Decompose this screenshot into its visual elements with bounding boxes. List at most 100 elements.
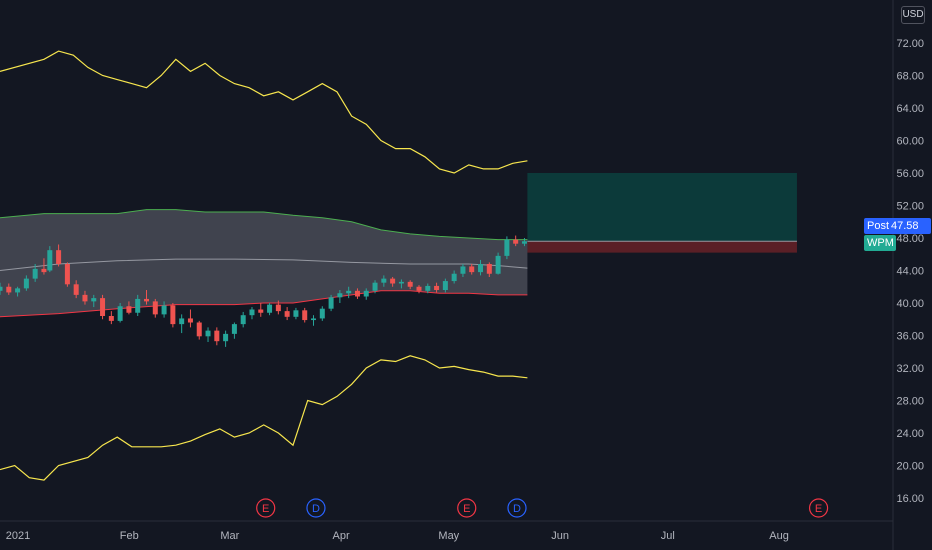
profit-zone[interactable]: [527, 173, 797, 242]
candle: [73, 280, 79, 299]
candle: [126, 301, 132, 315]
price-axis[interactable]: 16.00 20.00 24.00 28.00 32.00 36.00 40.00 44.00…: [896, 38, 924, 505]
dividend-event-marker[interactable]: D: [306, 498, 326, 518]
band-fill: [0, 209, 528, 317]
candle: [381, 275, 387, 287]
time-tick-label: Apr: [333, 530, 350, 542]
candle: [442, 278, 448, 293]
price-tick-label: 24.00: [896, 428, 924, 440]
candle: [319, 306, 325, 321]
candle: [354, 288, 360, 299]
upper-band-line: [0, 209, 528, 241]
candle: [284, 307, 290, 321]
candle: [302, 307, 308, 323]
candle: [135, 294, 141, 316]
candle: [64, 262, 70, 287]
candle: [15, 286, 21, 297]
candle: [41, 258, 47, 275]
currency-button[interactable]: USD: [901, 6, 925, 24]
candle: [328, 294, 334, 312]
time-tick-label: Jul: [661, 530, 675, 542]
candle: [521, 238, 527, 247]
candle: [275, 300, 281, 315]
candle: [267, 303, 273, 316]
candle: [170, 303, 176, 328]
candle: [460, 264, 466, 277]
candle: [91, 294, 97, 308]
event-marker-letter: E: [815, 503, 822, 515]
price-tick-label: 28.00: [896, 396, 924, 408]
candle: [214, 327, 220, 346]
price-tick-label: 68.00: [896, 71, 924, 83]
time-tick-label: 2021: [6, 530, 30, 542]
candle: [495, 252, 501, 275]
time-tick-label: Aug: [769, 530, 789, 542]
time-tick-label: Mar: [220, 530, 239, 542]
dividend-event-marker[interactable]: D: [507, 498, 527, 518]
time-tick-label: Feb: [120, 530, 139, 542]
candle: [0, 282, 3, 295]
candle: [6, 283, 12, 295]
event-marker-letter: D: [513, 503, 521, 515]
candle: [486, 262, 492, 277]
candle: [416, 285, 422, 294]
earnings-event-marker[interactable]: E: [457, 498, 477, 518]
post-label: Post: [867, 220, 890, 232]
candle: [240, 311, 246, 328]
post-value: 47.58: [891, 220, 919, 232]
candle: [258, 303, 264, 317]
price-tick-label: 16.00: [896, 493, 924, 505]
price-tick-label: 52.00: [896, 201, 924, 213]
post-price-tag: Post 47.58: [864, 218, 931, 234]
time-tick-label: May: [438, 530, 459, 542]
position-tool[interactable]: [527, 173, 797, 253]
candle: [293, 307, 299, 320]
candle: [196, 320, 202, 340]
event-marker-letter: D: [312, 503, 320, 515]
candle: [311, 315, 317, 326]
event-marker-letter: E: [262, 503, 269, 515]
earnings-event-marker[interactable]: E: [256, 498, 276, 518]
candle: [223, 330, 229, 347]
candle: [363, 288, 369, 300]
candle: [161, 301, 167, 318]
loss-zone[interactable]: [527, 241, 797, 253]
price-tick-label: 60.00: [896, 136, 924, 148]
candle: [346, 286, 352, 299]
candle: [144, 290, 149, 305]
candle: [152, 298, 158, 318]
candle: [434, 282, 440, 293]
candle: [47, 246, 53, 273]
earnings-event-marker[interactable]: E: [808, 498, 829, 518]
event-marker-letter: E: [463, 503, 470, 515]
candle: [425, 283, 431, 294]
price-tick-label: 44.00: [896, 266, 924, 278]
candle: [451, 270, 457, 284]
candle: [478, 259, 484, 276]
price-tick-label: 40.00: [896, 298, 924, 310]
time-tick-label: Jun: [551, 530, 569, 542]
candle: [32, 264, 38, 282]
candle: [205, 327, 211, 342]
candle: [398, 279, 404, 289]
candle: [100, 294, 106, 320]
time-axis[interactable]: 2021 Feb Mar Apr May Jun Jul Aug: [6, 530, 789, 542]
price-tick-label: 36.00: [896, 331, 924, 343]
candle: [407, 280, 413, 290]
price-tick-label: 56.00: [896, 168, 924, 180]
price-tick-label: 32.00: [896, 363, 924, 375]
candle: [249, 307, 255, 320]
outer-lower-band-line: [0, 355, 528, 481]
candle: [337, 290, 343, 303]
candles: [0, 235, 527, 347]
outer-upper-band-line: [0, 50, 528, 174]
candle: [82, 290, 88, 305]
candle: [372, 280, 378, 294]
candle: [390, 277, 396, 287]
candle: [513, 235, 519, 247]
price-tick-label: 72.00: [896, 38, 924, 50]
candle: [469, 264, 475, 275]
